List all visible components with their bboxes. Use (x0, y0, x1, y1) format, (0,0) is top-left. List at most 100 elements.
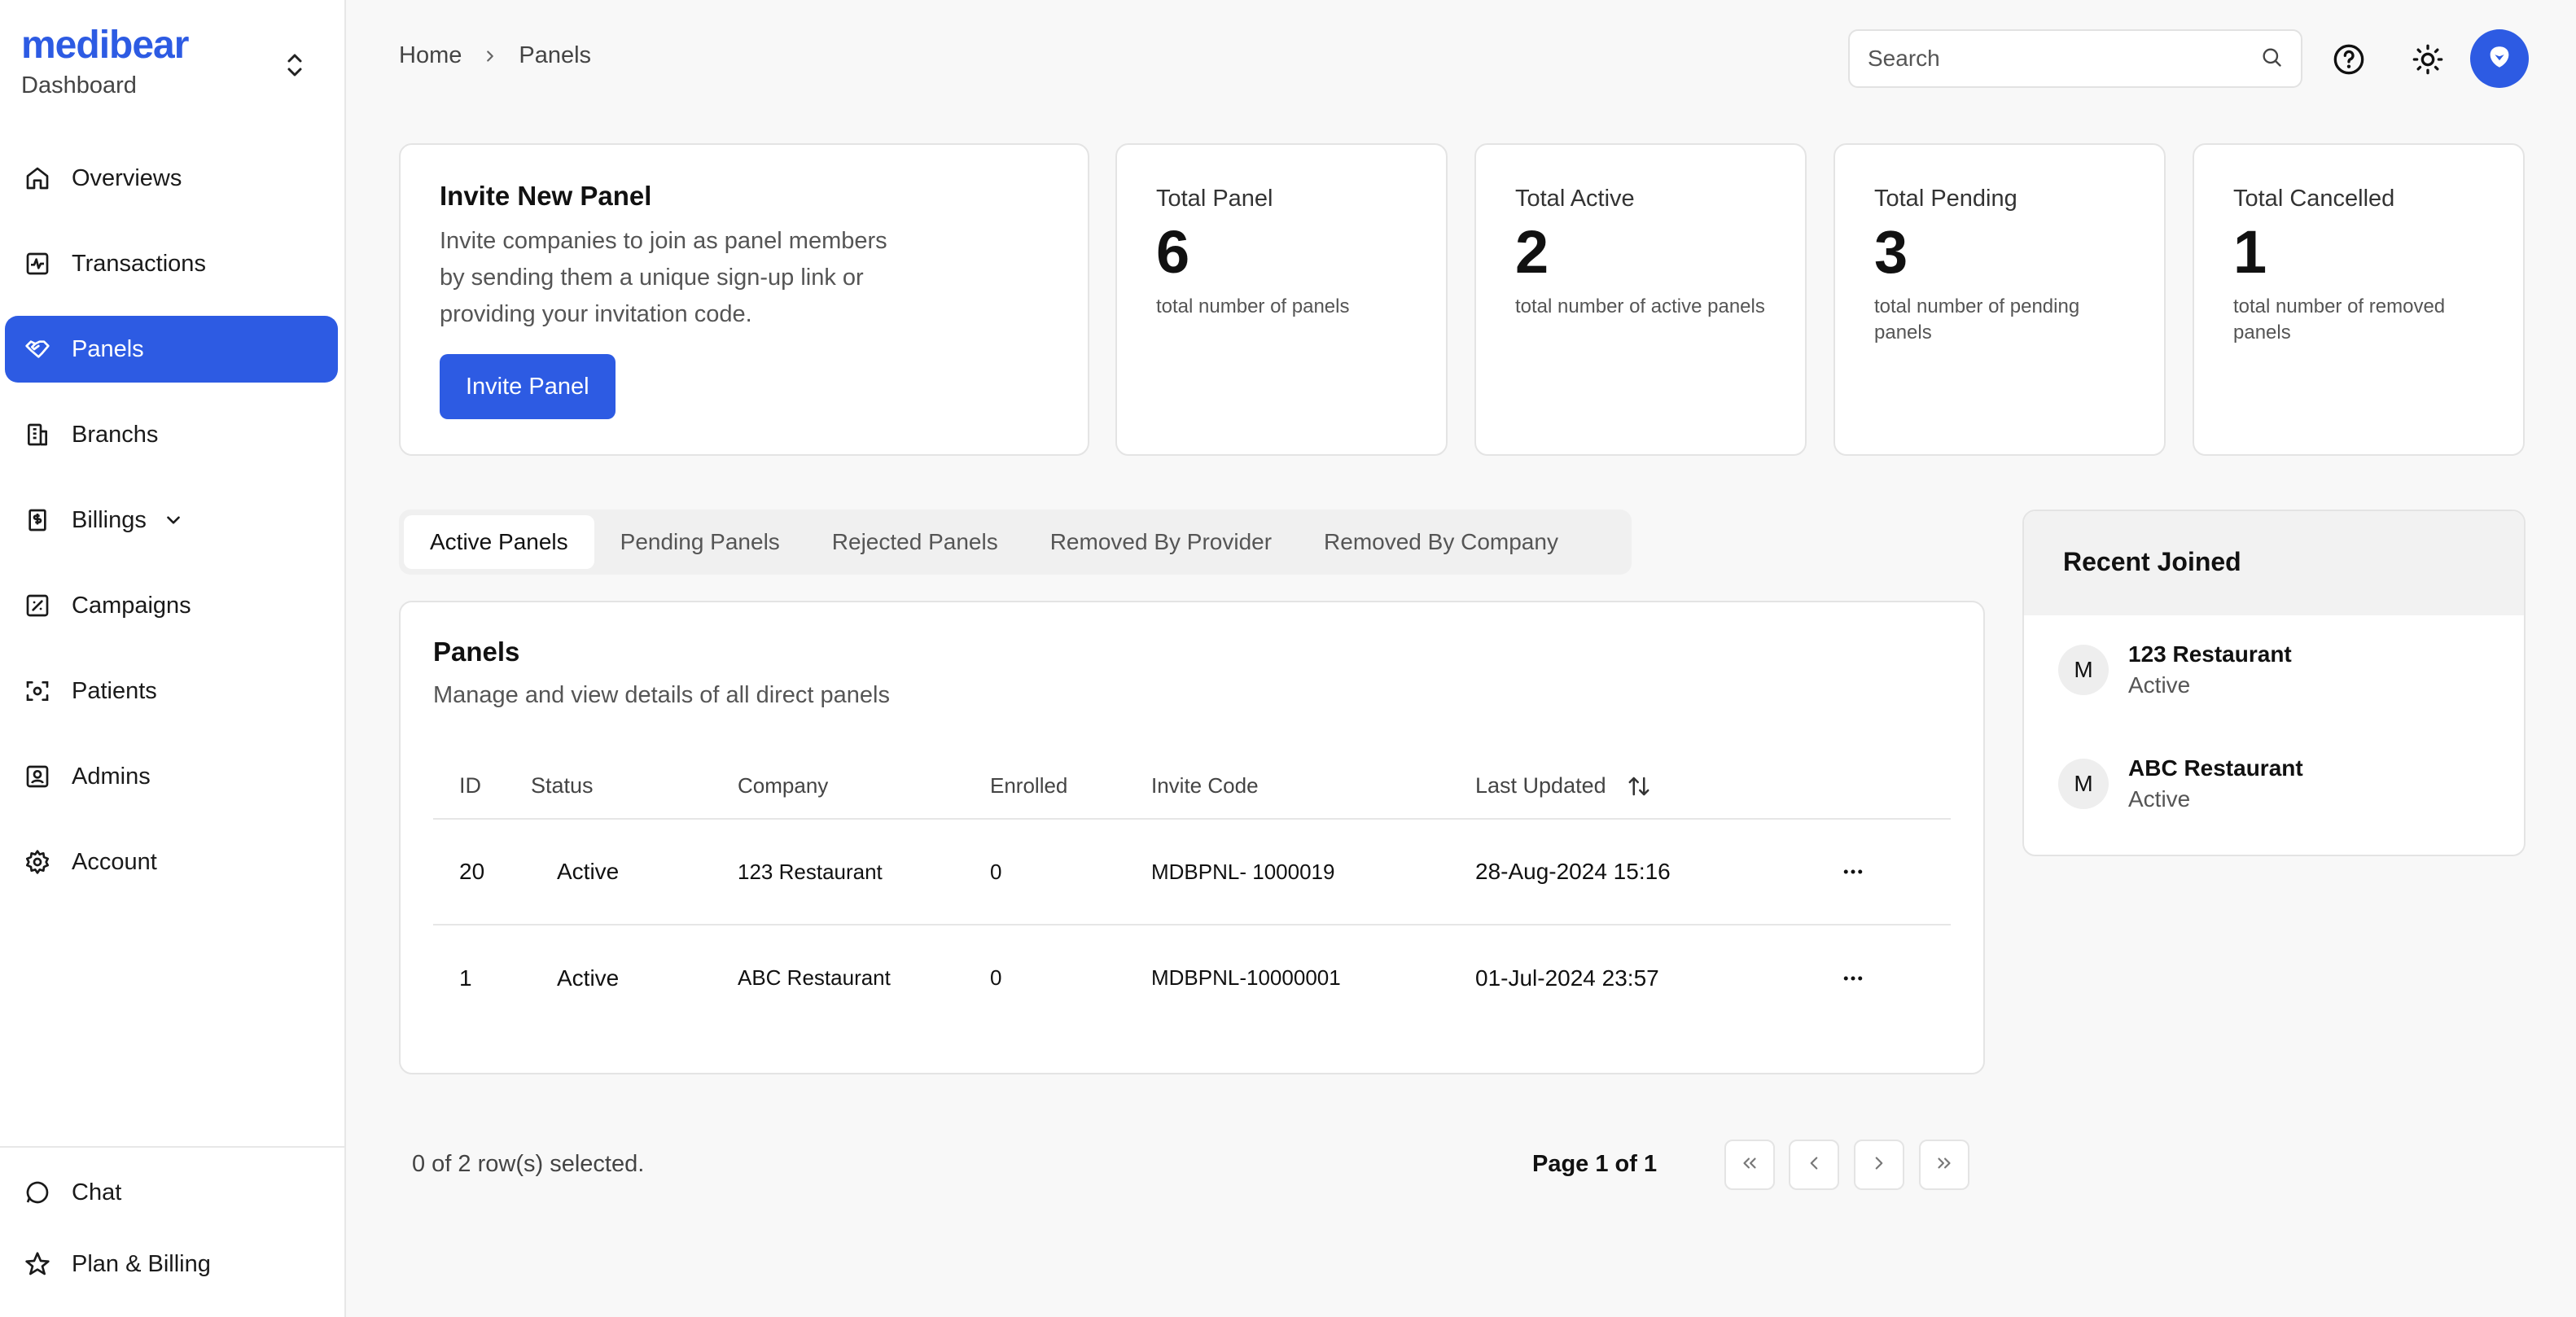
row-selection-info: 0 of 2 row(s) selected. (412, 1151, 645, 1177)
sidebar-item-patients[interactable]: Patients (5, 658, 338, 724)
previous-page-button[interactable] (1789, 1140, 1839, 1190)
stat-card-total-panel: Total Panel 6 total number of panels (1115, 143, 1448, 456)
cell-actions (1833, 925, 1951, 1030)
column-header-enrolled: Enrolled (990, 754, 1151, 820)
stat-label: Total Pending (1874, 186, 2017, 212)
chevron-left-icon (1803, 1153, 1825, 1178)
sidebar-item-label: Branchs (72, 421, 159, 448)
stat-card-total-pending: Total Pending 3 total number of pending … (1833, 143, 2166, 456)
breadcrumb-home[interactable]: Home (399, 42, 462, 68)
panels-subtitle: Manage and view details of all direct pa… (433, 682, 890, 708)
stat-card-total-active: Total Active 2 total number of active pa… (1474, 143, 1807, 456)
column-header-actions (1833, 754, 1951, 820)
avatar[interactable] (2470, 29, 2529, 88)
handshake-icon (21, 333, 54, 365)
building-icon (21, 418, 54, 451)
tab-removed-by-company[interactable]: Removed By Company (1324, 529, 1558, 554)
gear-icon (21, 846, 54, 878)
sidebar-item-account[interactable]: Account (5, 829, 338, 895)
chevrons-up-down-icon[interactable] (281, 47, 309, 83)
scan-face-icon (21, 675, 54, 707)
more-horizontal-icon[interactable] (1833, 959, 1873, 998)
sidebar-item-campaigns[interactable]: Campaigns (5, 572, 338, 639)
chevrons-right-icon (1934, 1153, 1955, 1178)
stat-description: total number of pending panels (1874, 295, 2080, 343)
sidebar-item-label: Account (72, 848, 157, 875)
stat-label: Total Panel (1156, 186, 1273, 212)
sidebar-item-label: Campaigns (72, 592, 191, 619)
sidebar-item-plan-billing[interactable]: Plan & Billing (5, 1231, 338, 1297)
tab-pending-panels[interactable]: Pending Panels (620, 529, 780, 554)
sidebar-item-label: Patients (72, 677, 157, 704)
cell-company: ABC Restaurant (738, 965, 891, 990)
invite-panel-button[interactable]: Invite Panel (440, 354, 616, 419)
chevron-down-icon[interactable] (163, 510, 184, 531)
cell-enrolled: 0 (990, 819, 1151, 925)
search-box (1848, 29, 2302, 88)
column-header-id: ID (433, 754, 531, 820)
sidebar-item-admins[interactable]: Admins (5, 743, 338, 810)
sort-arrows-icon[interactable] (1627, 774, 1651, 799)
sidebar-item-label: Plan & Billing (72, 1250, 211, 1277)
sidebar-item-chat[interactable]: Chat (5, 1159, 338, 1226)
column-header-last-updated[interactable]: Last Updated (1475, 754, 1833, 820)
brand[interactable]: medibear Dashboard (21, 24, 189, 99)
recent-item-name: ABC Restaurant (2128, 755, 2303, 781)
help-circle-icon[interactable] (2324, 34, 2374, 85)
list-item[interactable]: M ABC Restaurant Active (2058, 755, 2303, 812)
table-row[interactable]: 20 Active 123 Restaurant 0 MDBPNL- 10000… (433, 819, 1951, 925)
recent-item-status: Active (2128, 672, 2191, 698)
chevrons-left-icon (1739, 1153, 1760, 1178)
sidebar-item-branchs[interactable]: Branchs (5, 401, 338, 468)
stat-value: 6 (1156, 218, 1190, 286)
first-page-button[interactable] (1724, 1140, 1775, 1190)
stat-description: total number of active panels (1515, 295, 1765, 317)
avatar: M (2058, 645, 2109, 695)
brand-subtitle: Dashboard (21, 72, 137, 98)
panels-table: ID Status Company Enrolled Invite Code L… (433, 754, 1951, 1030)
table-header-row: ID Status Company Enrolled Invite Code L… (433, 754, 1951, 820)
sidebar-item-label: Overviews (72, 164, 182, 191)
tab-rejected-panels[interactable]: Rejected Panels (831, 529, 998, 554)
table-row[interactable]: 1 Active ABC Restaurant 0 MDBPNL-1000000… (433, 925, 1951, 1030)
cell-actions (1833, 819, 1951, 925)
panels-card: Panels Manage and view details of all di… (399, 601, 1985, 1074)
breadcrumb: Home Panels (399, 42, 591, 69)
status-text: Active (557, 965, 620, 991)
stat-value: 3 (1874, 218, 1908, 286)
column-header-status: Status (531, 754, 738, 820)
message-circle-icon (21, 1176, 54, 1209)
next-page-button[interactable] (1854, 1140, 1904, 1190)
last-page-button[interactable] (1919, 1140, 1969, 1190)
tab-active-panels[interactable]: Active Panels (404, 515, 594, 569)
invite-card: Invite New Panel Invite companies to joi… (399, 143, 1089, 456)
panel-tabs: Active Panels Pending Panels Rejected Pa… (399, 510, 1632, 575)
sidebar-item-panels[interactable]: Panels (5, 316, 338, 383)
cell-last-updated: 28-Aug-2024 15:16 (1475, 819, 1833, 925)
chevron-right-icon (1868, 1153, 1890, 1178)
recent-joined-title: Recent Joined (2024, 511, 2524, 615)
sun-icon[interactable] (2403, 34, 2453, 85)
sidebar-item-label: Billings (72, 506, 147, 533)
tab-removed-by-provider[interactable]: Removed By Provider (1049, 529, 1273, 554)
stat-label: Total Active (1515, 186, 1635, 212)
more-horizontal-icon[interactable] (1833, 852, 1873, 891)
stat-description: total number of panels (1156, 295, 1350, 317)
status-text: Active (557, 859, 620, 884)
invite-title: Invite New Panel (440, 181, 652, 211)
search-icon[interactable] (2260, 46, 2283, 72)
stat-value: 2 (1515, 218, 1549, 286)
cell-id: 20 (433, 819, 531, 925)
search-input[interactable] (1868, 46, 2260, 72)
avatar: M (2058, 759, 2109, 809)
list-item[interactable]: M 123 Restaurant Active (2058, 641, 2292, 698)
sidebar-item-label: Panels (72, 335, 144, 362)
cell-invite-code: MDBPNL- 1000019 (1151, 819, 1475, 925)
sidebar-item-overviews[interactable]: Overviews (5, 145, 338, 212)
cell-invite-code: MDBPNL-10000001 (1151, 965, 1341, 990)
sidebar-item-transactions[interactable]: Transactions (5, 230, 338, 297)
recent-joined-card: Recent Joined M 123 Restaurant Active M … (2022, 510, 2526, 856)
cell-enrolled: 0 (990, 965, 1002, 990)
sidebar-item-billings[interactable]: Billings (5, 487, 338, 553)
brand-logo: medibear (21, 24, 189, 67)
